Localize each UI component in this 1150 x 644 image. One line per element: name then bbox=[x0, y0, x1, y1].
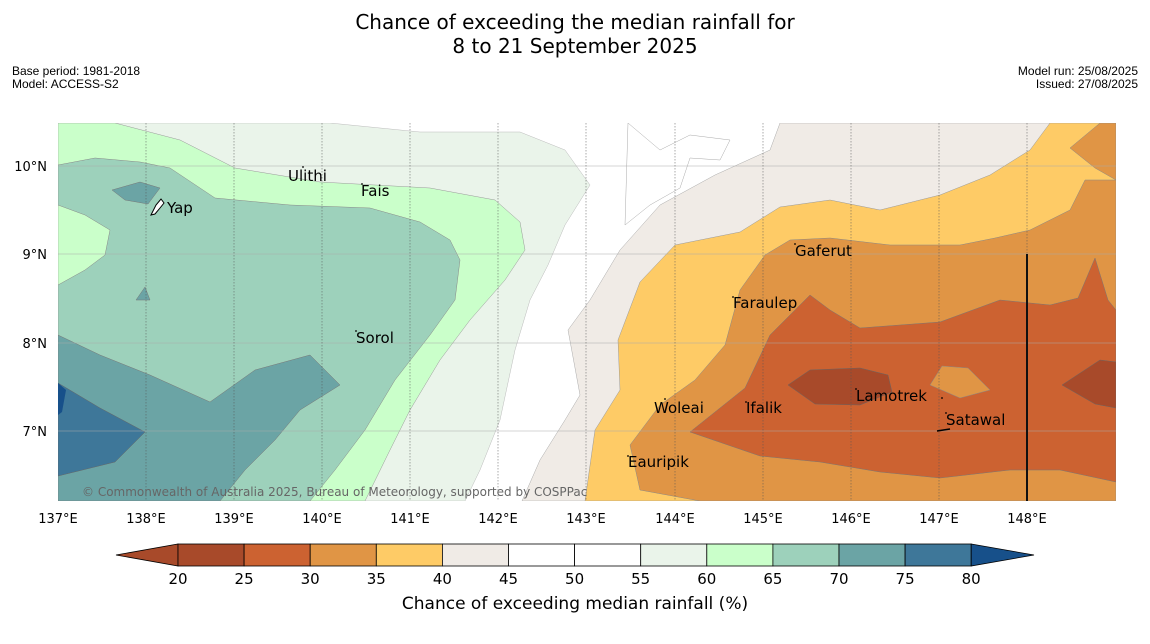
place-eauripik: Eauripik bbox=[628, 453, 689, 471]
colorbar-tick-label: 40 bbox=[433, 570, 452, 588]
lat-label-8n: 8°N bbox=[23, 337, 48, 352]
place-lamotrek: Lamotrek bbox=[856, 387, 927, 405]
colorbar-tick-label: 60 bbox=[697, 570, 716, 588]
colorbar-tick-label: 50 bbox=[565, 570, 584, 588]
lon-label-144e: 144°E bbox=[655, 512, 695, 527]
colorbar-segment bbox=[243, 543, 311, 567]
colorbar-tick-label: 55 bbox=[631, 570, 650, 588]
lon-label-138e: 138°E bbox=[126, 512, 166, 527]
contour-20-25-center bbox=[787, 367, 893, 406]
place-satawal: Satawal bbox=[946, 411, 1005, 429]
place-fais: Fais bbox=[361, 182, 390, 200]
lon-label-137e: 137°E bbox=[38, 512, 78, 527]
contour-70-75-patch1 bbox=[111, 181, 161, 205]
lat-label-9n: 9°N bbox=[23, 248, 48, 263]
issued-text: Issued: 27/08/2025 bbox=[1035, 77, 1138, 91]
colorbar-tick-label: 65 bbox=[763, 570, 782, 588]
colorbar-segment bbox=[375, 543, 443, 567]
colorbar-segment bbox=[508, 543, 575, 567]
colorbar-segment bbox=[574, 543, 642, 567]
colorbar-tick-label: 35 bbox=[367, 570, 386, 588]
colorbar-segment bbox=[177, 543, 245, 567]
colorbar-tick-label: 45 bbox=[499, 570, 518, 588]
colorbar-tick-label: 20 bbox=[168, 570, 187, 588]
lon-label-147e: 147°E bbox=[919, 512, 959, 527]
place-ifalik: Ifalik bbox=[746, 399, 782, 417]
colorbar-extend-low bbox=[115, 543, 179, 567]
lon-label-139e: 139°E bbox=[214, 512, 254, 527]
lat-label-10n: 10°N bbox=[14, 160, 47, 175]
colorbar-segment bbox=[772, 543, 840, 567]
yap-island-outline bbox=[150, 198, 165, 216]
contour-70-75-main bbox=[58, 334, 341, 501]
satawal-island-mark bbox=[936, 428, 951, 432]
place-ulithi: Ulithi bbox=[288, 167, 327, 185]
lon-label-145e: 145°E bbox=[743, 512, 783, 527]
lon-label-142e: 142°E bbox=[478, 512, 518, 527]
lon-label-143e: 143°E bbox=[566, 512, 606, 527]
colorbar-segment bbox=[706, 543, 774, 567]
place-sorol: Sorol bbox=[356, 329, 394, 347]
map-title-line2: 8 to 21 September 2025 bbox=[452, 34, 698, 58]
copyright-text: © Commonwealth of Australia 2025, Bureau… bbox=[82, 485, 587, 499]
lon-label-140e: 140°E bbox=[302, 512, 342, 527]
colorbar-tick-label: 75 bbox=[896, 570, 915, 588]
model-text: Model: ACCESS-S2 bbox=[12, 77, 119, 91]
contour-fields bbox=[58, 123, 1116, 501]
colorbar-segment bbox=[838, 543, 906, 567]
colorbar-tick-label: 70 bbox=[829, 570, 848, 588]
lon-label-141e: 141°E bbox=[390, 512, 430, 527]
colorbar-label: Chance of exceeding median rainfall (%) bbox=[401, 594, 749, 614]
lon-label-146e: 146°E bbox=[831, 512, 871, 527]
contour-75-80 bbox=[58, 382, 146, 477]
colorbar-segment bbox=[640, 543, 708, 567]
colorbar-segment bbox=[441, 543, 509, 567]
place-woleai: Woleai bbox=[654, 399, 704, 417]
meta-left: Base period: 1981-2018 Model: ACCESS-S2 bbox=[12, 65, 140, 91]
lat-label-7n: 7°N bbox=[23, 425, 48, 440]
contour-25-30 bbox=[689, 257, 1116, 483]
contour-80-plus bbox=[58, 383, 66, 415]
contour-70-75-patch2 bbox=[135, 286, 151, 301]
colorbar-tick-label: 80 bbox=[962, 570, 981, 588]
colorbar-tick-label: 25 bbox=[235, 570, 254, 588]
base-period-text: Base period: 1981-2018 bbox=[12, 64, 141, 78]
place-gaferut: Gaferut bbox=[795, 242, 852, 260]
contour-30-35-spot bbox=[929, 365, 991, 399]
colorbar-segment bbox=[309, 543, 377, 567]
colorbar-segment bbox=[904, 543, 972, 567]
contour-20-25-east bbox=[1061, 359, 1116, 409]
colorbar: 20 25 30 35 40 45 50 55 60 65 70 75 80 bbox=[115, 543, 1035, 588]
place-faraulep: Faraulep bbox=[733, 294, 797, 312]
lon-label-148e: 148°E bbox=[1007, 512, 1047, 527]
colorbar-extend-high bbox=[970, 543, 1035, 567]
place-yap: Yap bbox=[166, 199, 193, 217]
meta-right: Model run: 25/08/2025 Issued: 27/08/2025 bbox=[1018, 65, 1138, 91]
colorbar-tick-label: 30 bbox=[301, 570, 320, 588]
model-run-text: Model run: 25/08/2025 bbox=[1017, 64, 1138, 78]
place-markers bbox=[302, 166, 947, 457]
map-title-line1: Chance of exceeding the median rainfall … bbox=[355, 10, 795, 34]
